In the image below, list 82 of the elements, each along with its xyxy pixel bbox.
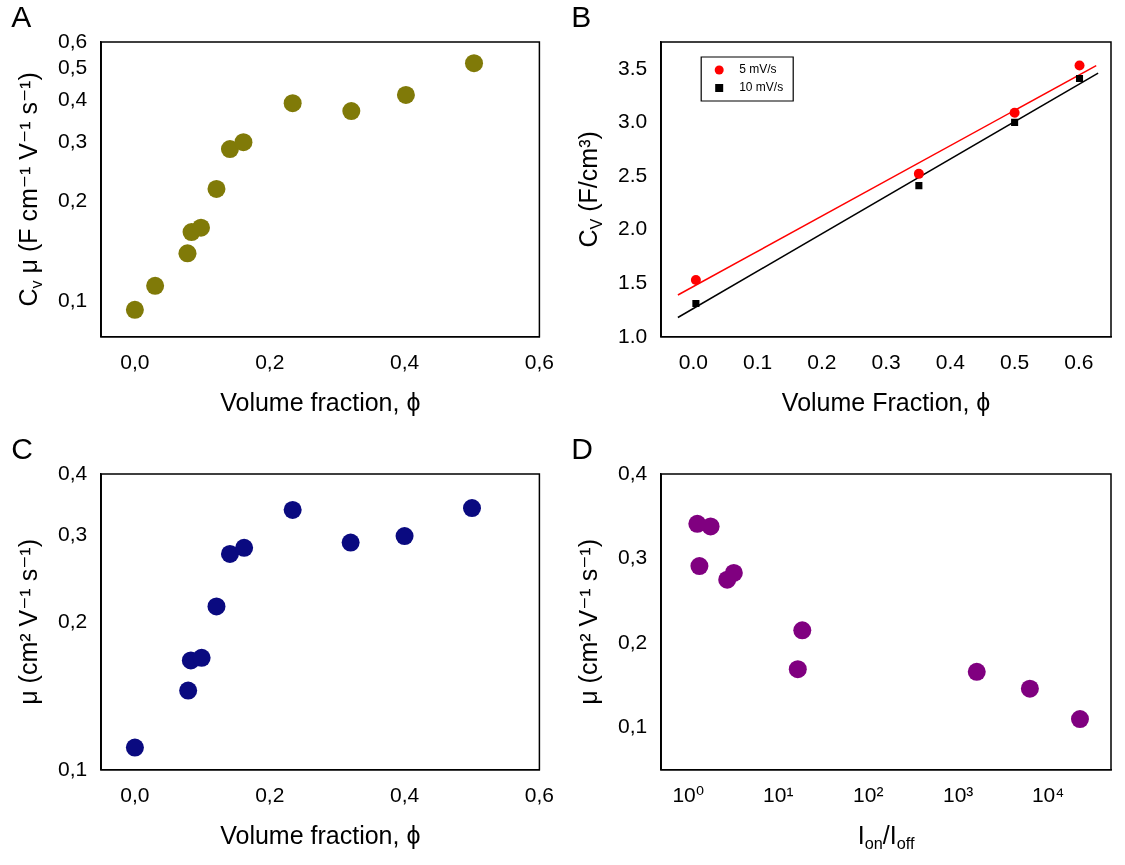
point — [395, 527, 414, 546]
y-tick-label: 1.0 — [617, 323, 648, 347]
y-tick-label: 0,1 — [57, 756, 88, 780]
y-tick-label: 0,6 — [57, 28, 88, 52]
chart-title: B — [571, 0, 592, 34]
point — [283, 94, 302, 113]
x-tick-label: 0,4 — [389, 783, 420, 807]
x-tick-label: 0,4 — [389, 350, 420, 374]
point — [207, 597, 226, 616]
y-tick-label: 0,4 — [617, 460, 648, 484]
y-axis-title: Cv μ (F cm⁻¹ V⁻¹ s⁻¹) — [13, 72, 45, 307]
point — [220, 140, 239, 159]
point — [692, 300, 700, 308]
y-tick-label: 3.0 — [617, 109, 648, 133]
point — [1074, 60, 1085, 71]
chart-title: A — [11, 0, 32, 34]
y-tick-label: 0,3 — [617, 545, 648, 569]
point — [915, 182, 923, 190]
y-tick-label: 0,1 — [617, 714, 648, 738]
x-tick-label: 10¹ — [763, 783, 794, 807]
point — [146, 276, 165, 295]
y-tick-label: 2.5 — [617, 162, 648, 186]
point — [125, 300, 144, 319]
point — [1011, 118, 1019, 126]
point — [191, 218, 210, 237]
y-tick-label: 0,2 — [57, 187, 88, 211]
y-tick-label: 0,3 — [57, 128, 88, 152]
y-tick-label: 0,2 — [57, 608, 88, 632]
x-tick-label: 0,0 — [120, 783, 150, 807]
x-tick-label: 10² — [853, 783, 884, 807]
point — [283, 500, 302, 519]
chart-title: D — [571, 432, 593, 466]
point — [1009, 107, 1020, 118]
x-tick-label: 10⁰ — [672, 783, 705, 807]
point — [234, 133, 253, 152]
y-axis-title: μ (cm² V⁻¹ s⁻¹) — [13, 539, 42, 705]
y-tick-label: 0,2 — [617, 629, 648, 653]
y-tick-label: 2.0 — [617, 216, 648, 240]
point — [396, 85, 415, 104]
y-tick-label: 0,3 — [57, 522, 88, 546]
point — [342, 102, 361, 121]
x-tick-label: 0.3 — [871, 350, 901, 374]
x-tick-label: 0.2 — [807, 350, 837, 374]
x-axis-title: Volume fraction, ϕ — [220, 387, 421, 416]
legend-label: 10 mV/s — [739, 80, 784, 95]
chart-title: C — [11, 432, 33, 466]
point — [207, 179, 226, 198]
y-axis-title: μ (cm² V⁻¹ s⁻¹) — [573, 539, 602, 705]
x-tick-label: 0.0 — [678, 350, 708, 374]
x-axis-title: Volume fraction, ϕ — [220, 820, 421, 849]
x-tick-label: 0.4 — [935, 350, 966, 374]
y-tick-label: 0,4 — [57, 87, 88, 111]
point — [178, 244, 197, 263]
legend-label: 5 mV/s — [739, 62, 777, 77]
x-tick-label: 10³ — [942, 783, 974, 807]
x-tick-label: 10⁴ — [1031, 783, 1065, 807]
y-tick-label: 3.5 — [617, 55, 648, 79]
x-tick-label: 0.1 — [742, 350, 773, 374]
point — [125, 738, 144, 757]
x-tick-label: 0,2 — [255, 783, 285, 807]
y-tick-label: 1.5 — [617, 270, 648, 293]
point — [220, 544, 239, 563]
y-tick-label: 0,1 — [57, 287, 88, 311]
point — [341, 533, 360, 552]
y-tick-label: 0,4 — [57, 460, 88, 484]
x-axis-title: Volume Fraction, ϕ — [781, 387, 991, 416]
y-axis-title: CV (F/cm³) — [573, 131, 605, 248]
x-tick-label: 0,6 — [524, 350, 555, 374]
x-tick-label: 0,2 — [255, 350, 285, 374]
x-tick-label: 0.6 — [1064, 350, 1094, 374]
y-tick-label: 0,5 — [57, 55, 88, 79]
point — [179, 681, 198, 700]
x-tick-label: 0,6 — [524, 783, 555, 807]
point — [913, 168, 924, 179]
x-tick-label: 0.5 — [1000, 350, 1030, 374]
point — [465, 54, 484, 73]
x-tick-label: 0,0 — [120, 350, 150, 374]
point — [462, 499, 481, 518]
point — [1075, 74, 1084, 82]
point — [235, 538, 254, 557]
point — [192, 648, 211, 667]
point — [690, 274, 701, 285]
